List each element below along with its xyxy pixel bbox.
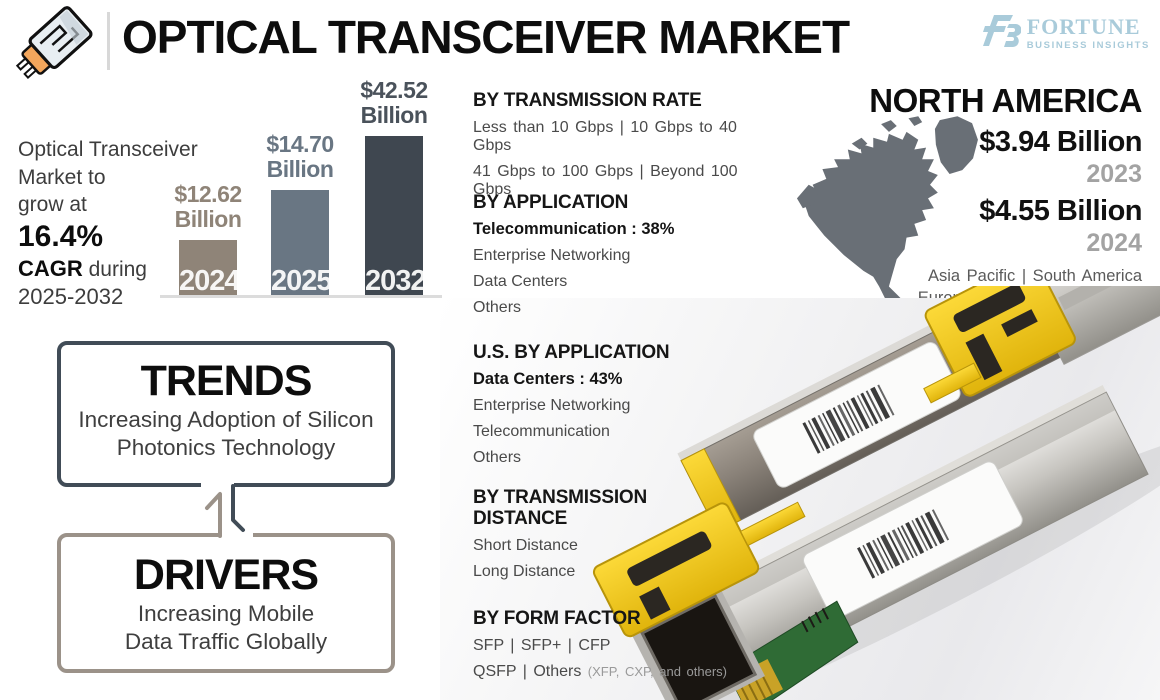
section-item: Others	[473, 449, 522, 466]
trends-drivers-connector-icon	[150, 462, 320, 559]
section-transmission-distance: BY TRANSMISSION DISTANCE Short Distance …	[473, 487, 688, 581]
section-heading: U.S. BY APPLICATION	[473, 342, 670, 363]
region-title: NORTH AMERICA	[869, 82, 1142, 119]
section-application: BY APPLICATION Telecommunication : 38% E…	[473, 192, 773, 317]
section-highlight: Data Centers : 43%	[473, 370, 623, 388]
brand-name: FORTUNE	[1026, 14, 1141, 40]
trends-title: TRENDS	[140, 357, 313, 405]
section-heading: BY TRANSMISSION DISTANCE	[473, 487, 648, 529]
header-divider	[107, 12, 110, 70]
bar-2024: 2024	[179, 240, 241, 297]
section-item: Long Distance	[473, 563, 576, 580]
intro-text: Optical Transceiver Market to grow at 16…	[18, 136, 218, 311]
bar-year-label: 2025	[271, 265, 333, 297]
section-form-factor: BY FORM FACTOR SFP | SFP+ | CFP QSFP | O…	[473, 608, 773, 681]
section-item: Data Centers	[473, 273, 568, 290]
bar-value-label: $14.70 Billion	[266, 131, 334, 182]
bar-2032: 2032	[365, 136, 427, 297]
section-transmission-rate: BY TRANSMISSION RATE Less than 10 Gbps |…	[473, 90, 773, 199]
section-line: 41 Gbps to 100 Gbps | Beyond 100 Gbps	[473, 163, 738, 198]
section-item: Enterprise Networking	[473, 247, 631, 264]
section-highlight: Telecommunication : 38%	[473, 220, 675, 238]
market-size-bar-chart: $12.62 Billion 2024 $14.70 Billion 2025 …	[160, 78, 442, 298]
fortune-logo-icon	[979, 10, 1022, 57]
stat-value-2023: $3.94 Billion	[979, 126, 1142, 158]
trends-text: Increasing Adoption of Silicon Photonics…	[78, 407, 374, 460]
section-item: Short Distance	[473, 537, 578, 554]
drivers-title: DRIVERS	[133, 551, 319, 599]
other-regions: Asia Pacific | South America	[927, 267, 1142, 285]
section-line: QSFP | Others (XFP, CXP, and others)	[473, 663, 727, 680]
bar-value-label: $42.52 Billion	[360, 77, 428, 128]
intro-line: Market to	[18, 165, 106, 189]
cagr-rate: 16.4%	[18, 219, 104, 253]
section-line: Less than 10 Gbps | 10 Gbps to 40 Gbps	[473, 119, 737, 154]
stat-year-2024: 2024	[1086, 229, 1142, 257]
bar-year-label: 2032	[365, 265, 427, 297]
forecast-period: 2025-2032	[18, 284, 124, 309]
section-item: Telecommunication	[473, 423, 610, 440]
transceiver-icon	[8, 4, 104, 87]
section-heading: BY FORM FACTOR	[473, 608, 641, 629]
intro-line: CAGR during	[18, 255, 147, 281]
section-us-application: U.S. BY APPLICATION Data Centers : 43% E…	[473, 342, 773, 467]
bar-2025: 2025	[271, 190, 333, 297]
form-factor-note: (XFP, CXP, and others)	[587, 664, 727, 679]
transceiver-photo	[552, 286, 1160, 700]
intro-line: Optical Transceiver	[18, 138, 198, 161]
section-line: SFP | SFP+ | CFP	[473, 637, 611, 654]
stat-year-2023: 2023	[1086, 160, 1142, 188]
section-heading: BY APPLICATION	[473, 192, 629, 213]
bar-value-label: $12.62 Billion	[174, 181, 242, 232]
page-title: OPTICAL TRANSCEIVER MARKET	[122, 11, 850, 63]
stat-value-2024: $4.55 Billion	[979, 195, 1142, 227]
intro-line: grow at	[18, 193, 87, 216]
north-america-map	[795, 112, 1020, 329]
brand-tagline: BUSINESS INSIGHTS	[1026, 40, 1150, 52]
section-item: Enterprise Networking	[473, 397, 631, 414]
section-heading: BY TRANSMISSION RATE	[473, 90, 702, 111]
drivers-text: Increasing Mobile Data Traffic Globally	[124, 601, 328, 654]
brand-logo: FORTUNE BUSINESS INSIGHTS	[979, 10, 1150, 57]
trends-box: TRENDS Increasing Adoption of Silicon Ph…	[57, 341, 395, 487]
bar-year-label: 2024	[179, 265, 241, 297]
section-item: Others	[473, 299, 522, 316]
